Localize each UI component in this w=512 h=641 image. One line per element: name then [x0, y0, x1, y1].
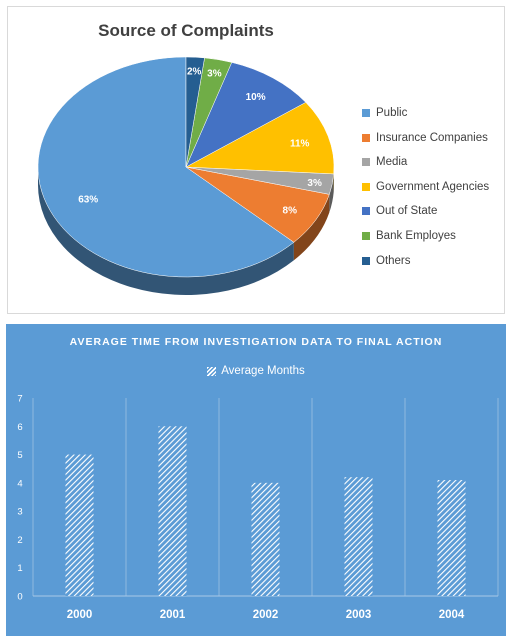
pie-label-out-of-state: 10% — [246, 92, 266, 103]
pie-legend-label: Insurance Companies — [376, 131, 488, 144]
bar-y-tick-label: 2 — [17, 535, 22, 546]
bar-chart-title: AVERAGE TIME FROM INVESTIGATION DATA TO … — [69, 336, 443, 348]
bar-2000 — [65, 454, 94, 596]
pie-legend-item-public: Public — [362, 105, 407, 121]
pie-label-government-agencies: 11% — [290, 138, 310, 149]
pie-slice-public — [37, 56, 295, 278]
pie-legend-item-insurance-companies: Insurance Companies — [362, 130, 488, 146]
pie-legend-item-government-agencies: Government Agencies — [362, 179, 489, 195]
pie-label-bank-employes: 3% — [207, 69, 222, 80]
bar-x-tick-2003: 2003 — [346, 609, 372, 621]
bar-2004 — [437, 480, 466, 596]
pie-slice-out-of-state — [185, 62, 307, 168]
pie-legend-label: Public — [376, 107, 408, 119]
pie-legend-item-media: Media — [362, 154, 407, 170]
pie-legend-swatch — [362, 109, 370, 117]
pie-legend-label: Out of State — [376, 205, 438, 218]
pie-legend-label: Bank Employes — [376, 230, 456, 242]
legend-label-average-months: Average Months — [221, 365, 305, 377]
pie-side-media — [329, 173, 334, 213]
pie-chart-plot: 63% 8% 3% 11% 10% 3% 2% — [37, 56, 335, 295]
pie-legend-swatch — [362, 256, 370, 265]
bar-x-tick-2001: 2001 — [160, 609, 186, 621]
pie-legend-item-out-of-state: Out of State — [362, 203, 437, 219]
bar-gridlines — [32, 398, 499, 596]
pie-legend-swatch — [362, 207, 370, 216]
bar-chart-panel: 0 1 2 3 4 5 6 7 2000 2001 2002 2003 2004 AVERAGE TIM… — [6, 324, 506, 636]
bar-chart-legend: Average Months — [6, 365, 506, 377]
pie-label-insurance-companies: 8% — [283, 205, 298, 216]
bar-x-tick-2004: 2004 — [439, 609, 465, 621]
pie-chart-legend: Public Insurance Companies Media Government… — [352, 97, 504, 275]
pie-side-insurance-companies — [293, 194, 330, 261]
legend-hatch-swatch — [207, 366, 217, 376]
bar-y-tick-label: 3 — [17, 507, 22, 518]
pie-label-media: 3% — [307, 178, 322, 189]
pie-chart-panel: 63% 8% 3% 11% 10% 3% 2% Source of Complaints P… — [7, 6, 505, 314]
pie-legend-item-others: Others — [362, 253, 411, 269]
bar-x-tick-2002: 2002 — [253, 609, 279, 621]
bar-y-tick-label: 1 — [17, 563, 22, 574]
pie-legend-swatch — [362, 158, 370, 167]
bar-series — [65, 426, 466, 596]
pie-slice-government-agencies — [185, 102, 335, 175]
pie-chart-title: Source of Complaints — [98, 21, 274, 40]
bar-2003 — [344, 477, 373, 596]
bar-y-tick-label: 0 — [17, 592, 22, 603]
pie-label-others: 2% — [187, 66, 202, 77]
pie-data-labels: 63% 8% 3% 11% 10% 3% 2% — [78, 66, 322, 216]
bar-x-ticks: 2000 2001 2002 2003 2004 — [67, 609, 465, 621]
pie-side-public — [38, 167, 294, 295]
pie-legend-swatch — [362, 133, 370, 142]
pie-slice-others — [185, 56, 205, 168]
bar-y-tick-label: 7 — [17, 394, 22, 405]
pie-legend-swatch — [362, 182, 370, 191]
bar-y-tick-label: 6 — [17, 422, 22, 433]
pie-legend-label: Others — [376, 254, 411, 267]
pie-legend-label: Media — [376, 156, 408, 169]
pie-legend-item-bank-employes: Bank Employes — [362, 228, 456, 244]
pie-legend-swatch — [362, 232, 370, 240]
pie-label-public: 63% — [78, 194, 98, 205]
bar-chart-plot: 0 1 2 3 4 5 6 7 2000 2001 2002 2003 2004 — [17, 394, 499, 621]
bar-y-ticks: 0 1 2 3 4 5 6 7 — [17, 394, 22, 603]
bar-y-tick-label: 5 — [17, 450, 22, 461]
bar-2002 — [251, 482, 280, 596]
pie-legend-label: Government Agencies — [376, 180, 490, 193]
bar-2001 — [158, 426, 187, 596]
bar-x-tick-2000: 2000 — [67, 609, 93, 621]
pie-slices — [37, 56, 335, 278]
bar-y-tick-label: 4 — [17, 478, 22, 489]
